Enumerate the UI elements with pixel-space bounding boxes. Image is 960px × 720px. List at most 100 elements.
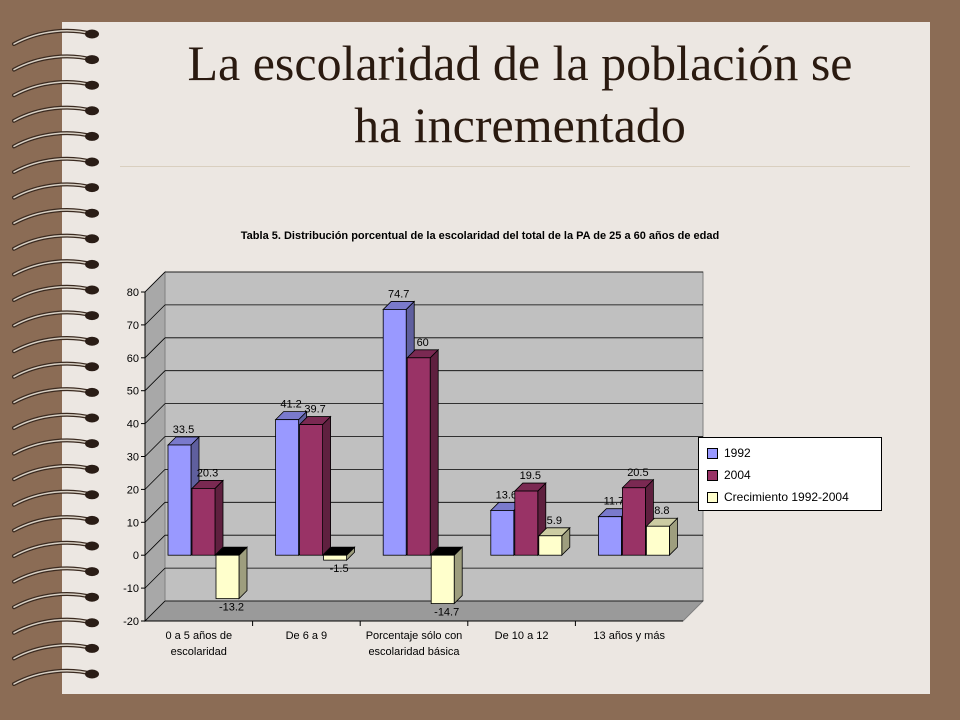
binding-ring-highlight xyxy=(13,542,93,557)
y-tick-label: -20 xyxy=(123,616,139,628)
legend-item-1992: 1992 xyxy=(707,442,881,464)
title-divider xyxy=(120,166,910,167)
binding-hole xyxy=(85,439,99,449)
binding-hole xyxy=(85,669,99,679)
binding-hole xyxy=(85,234,99,244)
data-label: -13.2 xyxy=(219,602,244,614)
binding-ring-highlight xyxy=(13,618,93,634)
binding-hole xyxy=(85,285,99,295)
gridline-side xyxy=(144,600,166,622)
binding-ring-highlight xyxy=(13,439,93,455)
data-label: 20.3 xyxy=(197,467,218,479)
binding-ring xyxy=(12,105,94,123)
binding-ring xyxy=(12,387,94,405)
data-label: 20.5 xyxy=(627,467,648,479)
y-tick-label: 30 xyxy=(127,452,139,464)
bar-front xyxy=(490,510,515,556)
binding-ring-highlight xyxy=(13,30,93,45)
x-tick-label: escolaridad básica xyxy=(368,646,460,658)
binding-hole xyxy=(85,567,99,577)
binding-hole xyxy=(85,515,99,525)
x-tick-label: Porcentaje sólo con xyxy=(366,630,463,642)
binding-ring-highlight xyxy=(13,362,93,378)
binding-hole xyxy=(85,131,99,141)
binding-ring-highlight xyxy=(13,593,93,608)
gridline-side xyxy=(144,337,166,359)
slide-title-line-1: La escolaridad de la población se xyxy=(187,35,853,91)
binding-hole xyxy=(85,592,99,602)
binding-ring-highlight xyxy=(13,644,93,660)
bar-side xyxy=(322,415,332,557)
binding-hole xyxy=(85,490,99,500)
data-label: 11.7 xyxy=(604,496,625,508)
binding-hole xyxy=(85,336,99,346)
bar-crecimiento-1992-2004-1 xyxy=(215,546,248,600)
binding-ring xyxy=(12,361,94,379)
binding-ring-highlight xyxy=(13,260,93,276)
bar-front xyxy=(275,419,300,556)
bar-side xyxy=(429,348,439,557)
bar-chart: -20-100102030405060708033.541.274.713.61… xyxy=(123,270,705,658)
binding-ring-highlight xyxy=(13,209,93,224)
binding-ring-highlight xyxy=(13,490,93,506)
legend-swatch-1992 xyxy=(707,447,718,459)
bar-2004-3 xyxy=(406,348,440,557)
x-tick-label: De 6 a 9 xyxy=(286,630,328,642)
bar-side xyxy=(214,479,224,557)
binding-ring xyxy=(12,284,94,302)
bar-front xyxy=(191,488,216,556)
y-tick-label: 20 xyxy=(127,484,139,496)
binding-ring xyxy=(12,233,94,251)
slide-title: La escolaridad de la población se ha inc… xyxy=(110,32,930,156)
binding-ring-highlight xyxy=(13,234,93,250)
bar-crecimiento-1992-2004-4 xyxy=(537,526,571,557)
x-tick-label: 0 a 5 años de xyxy=(165,630,232,642)
bar-front xyxy=(514,490,539,556)
y-tick-label: -10 xyxy=(123,583,139,595)
slide-title-line-2: ha incrementado xyxy=(354,97,686,153)
bar-front xyxy=(299,424,324,556)
binding-ring xyxy=(12,592,94,610)
bar-front xyxy=(597,516,622,556)
y-tick-label: 60 xyxy=(127,353,139,365)
legend-label-crecimiento: Crecimiento 1992-2004 xyxy=(724,490,849,504)
binding-hole xyxy=(85,157,99,167)
bar-crecimiento-1992-2004-2 xyxy=(322,546,356,562)
bar-front xyxy=(382,309,407,556)
binding-ring-highlight xyxy=(13,567,93,583)
bar-front xyxy=(167,444,192,556)
data-label: -14.7 xyxy=(434,607,459,619)
binding-hole xyxy=(85,413,99,423)
bar-front xyxy=(215,554,240,600)
bar-front xyxy=(622,487,646,556)
bar-front xyxy=(538,535,563,556)
binding-ring xyxy=(12,617,94,635)
binding-ring xyxy=(12,489,94,507)
legend-swatch-crecimiento xyxy=(707,491,718,503)
gridline-side xyxy=(144,436,166,457)
binding-ring xyxy=(12,80,94,98)
data-label: 19.5 xyxy=(520,470,541,482)
y-tick-label: 80 xyxy=(127,287,139,299)
data-label: 41.2 xyxy=(280,399,301,411)
binding-ring xyxy=(12,310,94,328)
binding-ring-highlight xyxy=(13,465,93,480)
binding-ring-highlight xyxy=(13,670,93,685)
data-label: -1.5 xyxy=(330,563,349,575)
gridline-side xyxy=(144,271,166,293)
bar-crecimiento-1992-2004-5 xyxy=(645,517,679,557)
legend-label-1992: 1992 xyxy=(724,446,751,460)
x-tick-label: escolaridad xyxy=(171,646,227,658)
chart-title: Tabla 5. Distribución porcentual de la e… xyxy=(240,230,720,242)
x-tick-label: De 10 a 12 xyxy=(495,630,549,642)
binding-hole xyxy=(85,464,99,474)
bar-crecimiento-1992-2004-3 xyxy=(430,546,464,605)
binding-ring xyxy=(12,208,94,226)
binding-hole xyxy=(85,387,99,397)
bar-front xyxy=(430,554,455,604)
binding-hole xyxy=(85,55,99,65)
legend-item-crecimiento: Crecimiento 1992-2004 xyxy=(707,486,881,508)
binding-hole xyxy=(85,259,99,269)
legend-swatch-2004 xyxy=(707,469,718,481)
data-label: 74.7 xyxy=(388,288,409,300)
